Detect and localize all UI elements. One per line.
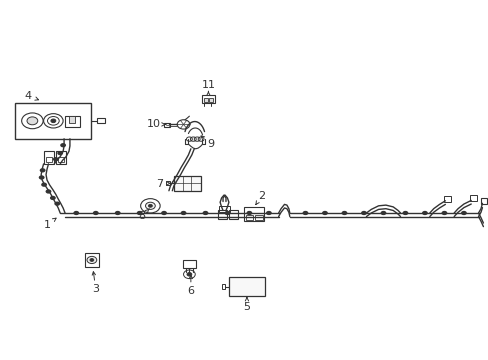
Circle shape [60, 143, 66, 147]
Circle shape [54, 202, 60, 206]
Bar [219, 206, 229, 212]
Circle shape [41, 183, 47, 187]
Bar [97, 118, 104, 123]
Circle shape [73, 211, 79, 215]
Bar [46, 157, 52, 162]
Bar [69, 116, 75, 123]
Text: 11: 11 [201, 80, 215, 90]
Circle shape [341, 211, 346, 215]
Circle shape [380, 211, 386, 215]
Bar [228, 277, 265, 296]
Bar [228, 211, 237, 220]
Bar [163, 123, 169, 127]
Bar [166, 181, 170, 185]
Circle shape [57, 151, 63, 155]
Circle shape [202, 211, 208, 215]
Bar [56, 151, 65, 164]
Circle shape [360, 211, 366, 215]
Bar [203, 98, 207, 102]
Text: 4: 4 [24, 91, 31, 101]
Circle shape [402, 211, 407, 215]
Circle shape [246, 211, 252, 215]
Text: 5: 5 [243, 302, 250, 312]
Text: 3: 3 [92, 284, 99, 294]
Text: 2: 2 [258, 191, 264, 201]
Circle shape [51, 119, 56, 123]
Circle shape [45, 189, 51, 194]
Text: 6: 6 [187, 286, 194, 296]
Bar [245, 215, 253, 220]
Bar [173, 176, 200, 191]
Bar [480, 198, 487, 204]
Bar [183, 260, 195, 268]
Circle shape [87, 256, 97, 264]
Bar [43, 151, 54, 164]
Text: 10: 10 [147, 120, 161, 129]
Circle shape [302, 211, 308, 215]
Bar [201, 95, 215, 103]
Bar [15, 103, 91, 139]
Circle shape [224, 211, 230, 215]
Circle shape [40, 168, 45, 172]
Circle shape [93, 211, 99, 215]
Circle shape [145, 202, 155, 210]
Bar [217, 211, 227, 220]
Circle shape [460, 211, 466, 215]
Circle shape [265, 211, 271, 215]
Circle shape [137, 211, 142, 215]
Bar [208, 98, 213, 102]
Circle shape [441, 211, 447, 215]
Circle shape [27, 117, 38, 125]
Circle shape [90, 258, 94, 261]
Circle shape [53, 157, 59, 161]
Circle shape [148, 204, 152, 207]
Circle shape [180, 211, 186, 215]
Circle shape [161, 211, 166, 215]
Text: 8: 8 [138, 211, 145, 221]
Bar [244, 207, 264, 221]
Circle shape [50, 196, 56, 200]
Circle shape [322, 211, 327, 215]
Text: 9: 9 [206, 139, 213, 149]
Circle shape [39, 175, 44, 180]
Text: 1: 1 [43, 220, 50, 230]
Bar [469, 195, 476, 201]
Circle shape [421, 211, 427, 215]
Circle shape [186, 273, 191, 276]
Bar [58, 157, 63, 162]
Bar [65, 116, 80, 127]
Text: 7: 7 [155, 179, 163, 189]
Circle shape [115, 211, 121, 215]
Bar [444, 196, 450, 202]
Bar [221, 284, 225, 289]
Bar [255, 215, 262, 220]
Bar [84, 253, 99, 267]
